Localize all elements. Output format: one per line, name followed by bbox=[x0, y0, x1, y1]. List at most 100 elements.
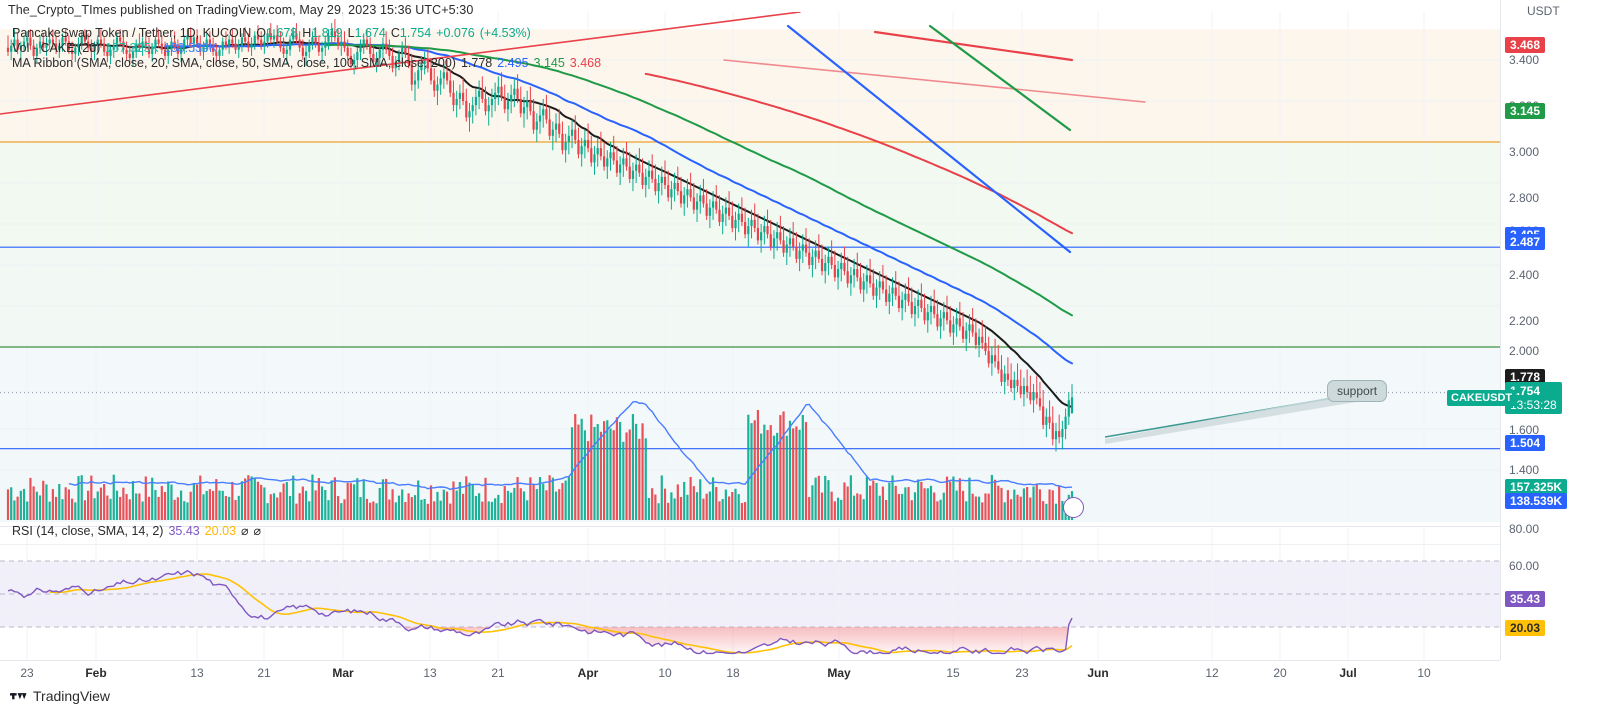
trend-line[interactable] bbox=[786, 24, 1072, 254]
candle-body bbox=[16, 39, 19, 50]
candle-body bbox=[606, 158, 609, 167]
candle bbox=[391, 47, 394, 73]
candle bbox=[881, 265, 885, 294]
volume-bar bbox=[119, 496, 122, 520]
candle-body bbox=[667, 185, 670, 198]
volume-bar bbox=[747, 414, 750, 520]
price-legend[interactable]: PancakeSwap Token / Tether, 1D, KUCOIN O1… bbox=[12, 26, 601, 71]
candle-body bbox=[484, 98, 487, 112]
rsi-line[interactable] bbox=[7, 569, 1073, 655]
candle-body bbox=[965, 330, 968, 339]
volume-study-title[interactable]: Vol · CAKE (20) bbox=[12, 41, 101, 55]
volume-bar bbox=[413, 495, 417, 520]
candle bbox=[622, 148, 625, 177]
candle bbox=[484, 86, 487, 116]
volume-bar bbox=[814, 477, 817, 520]
candle bbox=[542, 98, 545, 128]
candle bbox=[897, 281, 901, 313]
legend-symbol[interactable]: PancakeSwap Token / Tether bbox=[12, 26, 173, 40]
candle-body bbox=[878, 281, 881, 288]
candle bbox=[699, 185, 702, 214]
ticker-tag[interactable]: CAKEUSDT bbox=[1447, 390, 1517, 406]
candle bbox=[1013, 371, 1016, 401]
rsi-ma-line[interactable] bbox=[49, 573, 1073, 654]
trend-line[interactable] bbox=[928, 24, 1072, 132]
candle-body bbox=[381, 43, 385, 50]
volume-bar bbox=[397, 495, 401, 520]
volume-bar bbox=[26, 501, 29, 520]
rsi-legend[interactable]: RSI (14, close, SMA, 14, 2) 35.43 20.03 ⌀ ⌀ bbox=[12, 524, 261, 539]
trend-line[interactable] bbox=[873, 30, 1074, 62]
rsi-pane[interactable] bbox=[0, 528, 1500, 660]
candle bbox=[965, 322, 968, 352]
price-zone-band bbox=[0, 347, 1500, 449]
price-zone-band bbox=[0, 29, 1500, 142]
legend-interval[interactable]: 1D bbox=[179, 26, 196, 40]
legend-exchange[interactable]: KUCOIN bbox=[202, 26, 252, 40]
candle bbox=[378, 45, 381, 67]
moving-average-line[interactable] bbox=[644, 72, 1073, 235]
candle bbox=[535, 113, 538, 142]
level-1504[interactable]: 1.504 bbox=[1505, 435, 1546, 451]
candle-body bbox=[744, 221, 747, 235]
candle bbox=[433, 68, 436, 97]
time-axis-tick-label: Jul bbox=[1339, 666, 1357, 680]
moving-average-line[interactable] bbox=[164, 42, 1073, 365]
volume-bar bbox=[336, 496, 340, 520]
candle-body bbox=[35, 47, 38, 56]
candle-body bbox=[272, 35, 276, 40]
volume-bar bbox=[436, 491, 439, 520]
volume-bar bbox=[468, 482, 471, 520]
volume-bar bbox=[554, 491, 558, 520]
trend-line[interactable] bbox=[723, 59, 1146, 103]
candle-body bbox=[654, 178, 657, 192]
ma100-tag[interactable]: 3.145 bbox=[1505, 103, 1546, 119]
candle-body bbox=[93, 45, 96, 52]
candle bbox=[750, 209, 753, 239]
candle bbox=[747, 217, 750, 247]
volume-bar bbox=[785, 435, 788, 520]
pane-separator bbox=[0, 526, 1500, 527]
volume-bar bbox=[631, 414, 635, 520]
price-pane[interactable] bbox=[0, 12, 1500, 522]
volume-ma-line[interactable] bbox=[68, 400, 1073, 491]
time-axis[interactable]: 23 Feb 13 21 Mar 13 21 Apr 10 18 May 15 23 Jun 12 20 Jul… bbox=[0, 660, 1500, 687]
candle-body bbox=[1035, 392, 1038, 399]
volma-tag[interactable]: 138.539K bbox=[1505, 493, 1568, 509]
candle-body bbox=[151, 47, 154, 54]
rsi-tag[interactable]: 35.43 bbox=[1505, 591, 1546, 607]
candle bbox=[942, 301, 945, 331]
volume-bar bbox=[888, 482, 891, 520]
candle-body bbox=[420, 64, 423, 71]
candle-body bbox=[103, 43, 106, 52]
candle bbox=[487, 96, 490, 126]
candle bbox=[676, 166, 679, 196]
rsima-tag[interactable]: 20.03 bbox=[1505, 620, 1546, 636]
countdown-clock-icon[interactable] bbox=[1063, 497, 1084, 518]
candle-body bbox=[99, 39, 103, 44]
trend-line[interactable] bbox=[0, 12, 801, 115]
moving-average-line[interactable] bbox=[324, 43, 1073, 317]
volume-bar bbox=[756, 410, 760, 520]
volume-bar bbox=[282, 483, 285, 520]
volume-bar bbox=[401, 489, 404, 520]
vol-tag[interactable]: 157.325K bbox=[1505, 479, 1568, 495]
candle bbox=[923, 293, 926, 325]
candle bbox=[558, 109, 561, 138]
rsi-study-title[interactable]: RSI (14, close, SMA, 14, 2) bbox=[12, 524, 164, 538]
candle-body bbox=[212, 45, 215, 52]
candle bbox=[346, 39, 349, 60]
candle-body bbox=[195, 37, 199, 44]
ma20-tag[interactable]: 1.778 bbox=[1505, 369, 1546, 385]
volume-bar bbox=[740, 503, 744, 520]
price-axis[interactable]: USDT 3.4003.2003.0002.8002.6002.4002.200… bbox=[1500, 0, 1600, 660]
candle-body bbox=[282, 47, 285, 54]
support-annotation-label[interactable]: support bbox=[1327, 380, 1388, 402]
candle-body bbox=[433, 80, 436, 91]
level-tag[interactable]: 2.487 bbox=[1505, 234, 1546, 250]
candle bbox=[478, 80, 481, 110]
ma200-tag[interactable]: 3.468 bbox=[1505, 37, 1546, 53]
candle bbox=[888, 285, 891, 315]
ma-ribbon-title[interactable]: MA Ribbon (SMA, close, 20, SMA, close, 5… bbox=[12, 56, 456, 70]
candle-body bbox=[612, 152, 615, 161]
